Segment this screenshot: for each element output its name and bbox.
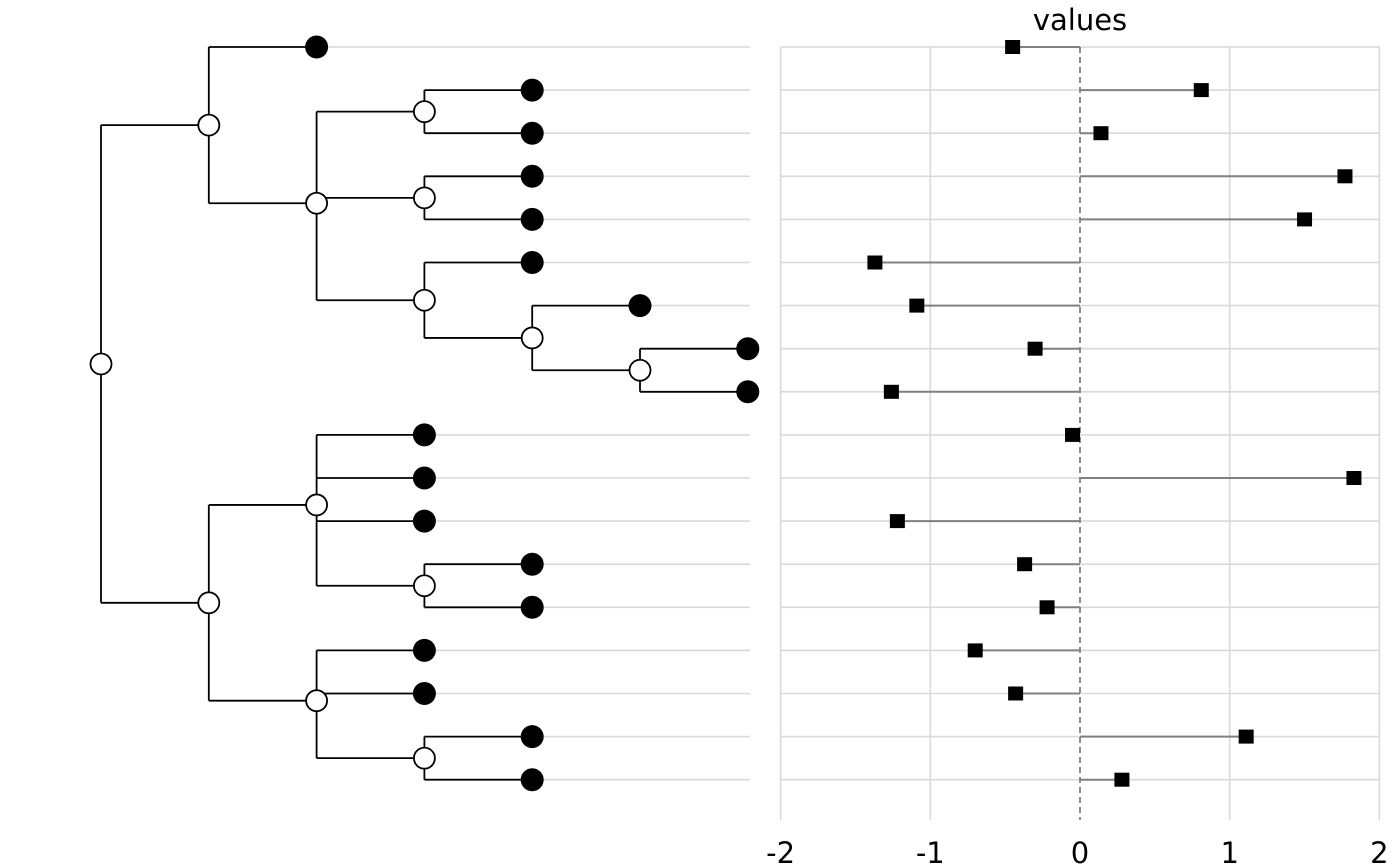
tip-node: [628, 294, 652, 318]
values-grid: [779, 47, 1381, 820]
value-marker: [1297, 212, 1313, 227]
internal-node: [197, 591, 221, 615]
value-marker: [1238, 729, 1254, 744]
tip-node: [520, 552, 544, 576]
internal-node: [197, 113, 221, 137]
tip-node: [520, 78, 544, 102]
row-guide-lines: [316, 46, 1380, 781]
panel-title: values: [1033, 3, 1127, 37]
value-marker: [1065, 427, 1081, 442]
x-tick-label: 1: [1220, 836, 1238, 866]
x-axis-ticks: -2 -1 0 1 2: [766, 836, 1388, 866]
tip-node: [412, 509, 436, 533]
x-tick-label: -1: [916, 836, 945, 866]
value-marker: [967, 643, 983, 658]
tip-node: [520, 164, 544, 188]
values-lollipops: [867, 40, 1362, 787]
tip-node: [305, 35, 329, 59]
internal-node: [412, 746, 436, 770]
tip-node: [412, 638, 436, 662]
tip-node: [736, 380, 760, 404]
x-tick-label: 0: [1071, 836, 1089, 866]
internal-node: [628, 358, 652, 382]
internal-node: [305, 493, 329, 517]
internal-node: [412, 100, 436, 124]
tip-node: [412, 682, 436, 705]
tip-node: [520, 595, 544, 619]
value-marker: [1005, 40, 1021, 54]
value-marker: [867, 255, 883, 270]
tip-node: [412, 423, 436, 447]
value-marker: [1017, 557, 1033, 572]
tip-node: [520, 725, 544, 749]
internal-node: [412, 186, 436, 210]
internal-node: [305, 689, 329, 713]
phylogenetic-tree: [89, 35, 760, 792]
value-marker: [1193, 83, 1209, 98]
value-marker: [1008, 686, 1024, 701]
x-tick-label: -2: [766, 836, 795, 866]
value-marker: [883, 384, 899, 399]
x-tick-label: 2: [1370, 836, 1388, 866]
value-marker: [1337, 169, 1353, 184]
value-marker: [909, 298, 925, 313]
value-marker: [1093, 126, 1109, 141]
internal-node: [412, 288, 436, 312]
tip-node: [520, 251, 544, 274]
internal-node: [89, 352, 113, 376]
internal-node: [305, 191, 329, 215]
value-marker: [1114, 772, 1130, 787]
tip-node: [520, 768, 544, 792]
internal-node: [412, 574, 436, 598]
internal-node: [520, 326, 544, 350]
value-marker: [1027, 341, 1043, 356]
tip-node: [412, 466, 436, 490]
tip-node: [520, 121, 544, 145]
tip-node: [736, 337, 760, 361]
value-marker: [889, 514, 905, 529]
value-marker: [1346, 471, 1362, 485]
tip-node: [520, 207, 544, 231]
value-marker: [1039, 600, 1055, 615]
